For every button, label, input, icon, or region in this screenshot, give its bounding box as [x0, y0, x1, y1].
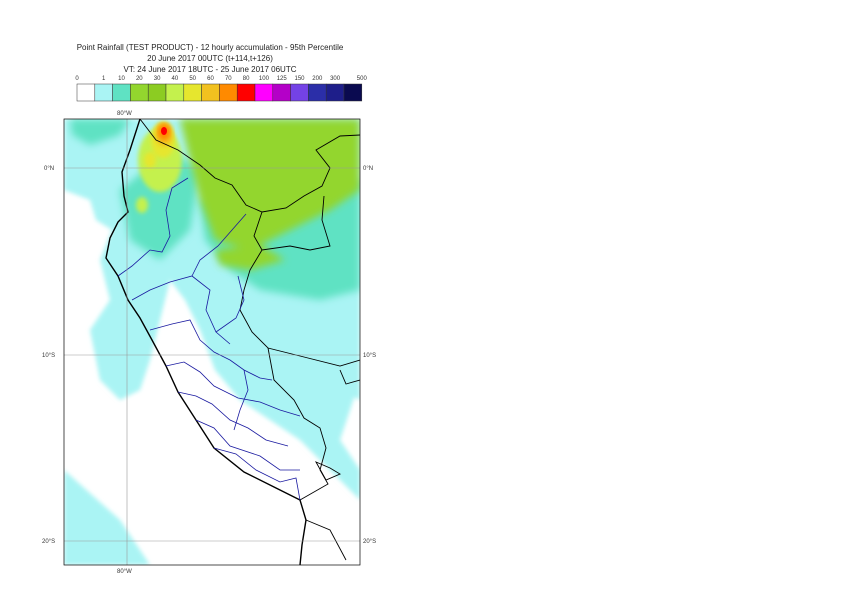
- lat-label-left-1: 10°S: [42, 353, 55, 359]
- legend-threshold-label: 0: [75, 76, 79, 82]
- coastline: [105, 119, 307, 565]
- lat-label-right-2: 20°S: [363, 539, 376, 545]
- legend-threshold-label: 125: [277, 76, 288, 82]
- lat-label-left-2: 20°S: [42, 539, 55, 545]
- legend-threshold-label: 40: [172, 76, 179, 82]
- country-borders: [139, 119, 360, 561]
- legend-threshold-label: 500: [357, 76, 368, 82]
- legend-threshold-label: 10: [118, 76, 125, 82]
- title-line-3: VT: 24 June 2017 18UTC - 25 June 2017 06…: [123, 65, 297, 74]
- lon-label-bottom: 80°W: [117, 569, 132, 575]
- rainfall-field: [64, 119, 360, 565]
- legend-threshold-label: 100: [259, 76, 270, 82]
- legend-swatch: [343, 83, 363, 102]
- legend-threshold-label: 200: [312, 76, 323, 82]
- title-line-1: Point Rainfall (TEST PRODUCT) - 12 hourl…: [76, 43, 344, 52]
- map-frame: [63, 118, 361, 566]
- graticule: [64, 119, 360, 565]
- legend-threshold-label: 30: [154, 76, 161, 82]
- legend-threshold-label: 1: [102, 76, 106, 82]
- title-line-2: 20 June 2017 00UTC (t+114,t+126): [147, 54, 273, 63]
- lat-label-left-0: 0°N: [44, 166, 54, 172]
- legend-threshold-label: 300: [330, 76, 341, 82]
- legend-threshold-label: 70: [225, 76, 232, 82]
- legend-threshold-label: 60: [207, 76, 214, 82]
- region-borders: [117, 177, 301, 501]
- legend-threshold-label: 80: [243, 76, 250, 82]
- lat-label-right-0: 0°N: [363, 166, 373, 172]
- legend-threshold-label: 20: [136, 76, 143, 82]
- lon-label-top: 80°W: [117, 111, 132, 117]
- lat-label-right-1: 10°S: [363, 353, 376, 359]
- legend-threshold-label: 150: [294, 76, 305, 82]
- rainfall-legend: 0 1 10 20 30 40 50 60 70 80 100 125 150 200 300 500: [75, 76, 368, 102]
- legend-threshold-label: 50: [189, 76, 196, 82]
